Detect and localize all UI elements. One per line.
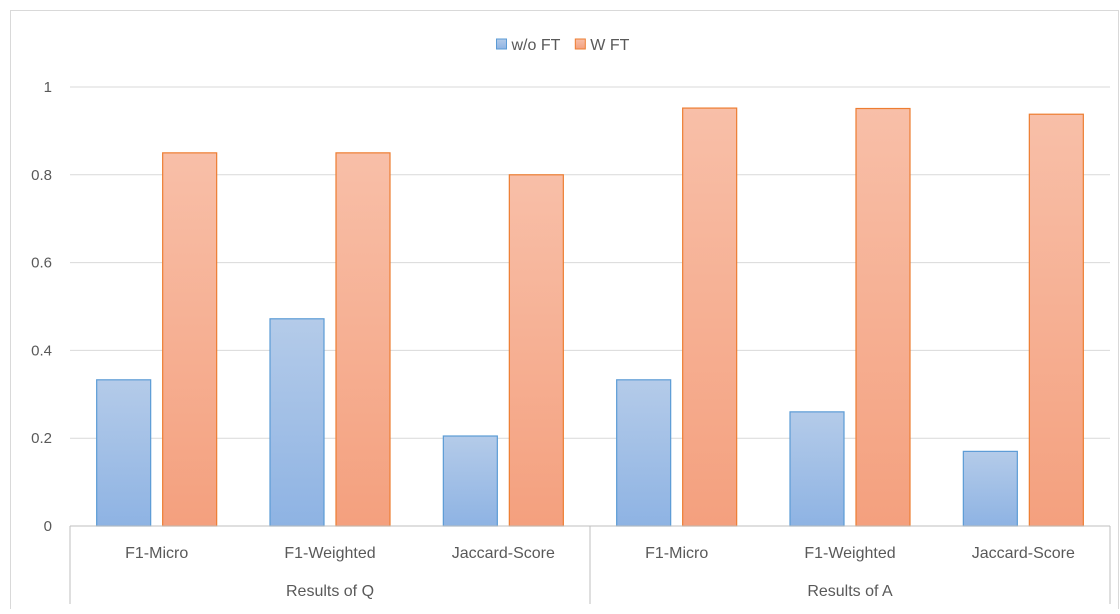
bar-without-ft <box>96 379 152 527</box>
legend-swatch <box>496 38 507 50</box>
x-group-label: Results of Q <box>286 583 374 600</box>
x-tick-label: F1-Micro <box>125 545 188 562</box>
y-tick-label: 0 <box>44 518 52 535</box>
bar-with-ft <box>162 152 218 527</box>
x-tick-label: Jaccard-Score <box>972 545 1075 562</box>
bars <box>96 107 1084 527</box>
bar-with-ft <box>335 152 391 527</box>
bar-without-ft <box>269 318 325 527</box>
y-axis-ticks: 0 0.2 0.4 0.6 0.8 1 <box>31 79 52 535</box>
x-tick-label: F1-Weighted <box>804 545 895 562</box>
y-tick-label: 1 <box>44 79 52 96</box>
legend: w/o FT W FT <box>496 37 630 54</box>
bar-without-ft <box>442 435 498 527</box>
bar-without-ft <box>962 450 1018 527</box>
x-tick-label: Jaccard-Score <box>452 545 555 562</box>
bar-with-ft <box>855 107 911 527</box>
x-tick-label: F1-Micro <box>645 545 708 562</box>
y-tick-label: 0.8 <box>31 167 52 184</box>
bar-with-ft <box>1028 113 1084 527</box>
x-axis: F1-Micro F1-Weighted Jaccard-Score F1-Micro… <box>69 525 1111 604</box>
bar-without-ft <box>789 411 845 527</box>
legend-label: w/o FT <box>511 37 561 54</box>
legend-label: W FT <box>590 37 629 54</box>
bar-without-ft <box>616 379 672 527</box>
y-tick-label: 0.4 <box>31 342 52 359</box>
x-tick-label: F1-Weighted <box>284 545 375 562</box>
bar-with-ft <box>682 107 738 527</box>
gridlines <box>70 86 1110 439</box>
x-group-label: Results of A <box>807 583 893 600</box>
bar-with-ft <box>508 174 564 527</box>
y-tick-label: 0.6 <box>31 255 52 272</box>
legend-swatch <box>574 38 586 50</box>
y-tick-label: 0.2 <box>31 430 52 447</box>
